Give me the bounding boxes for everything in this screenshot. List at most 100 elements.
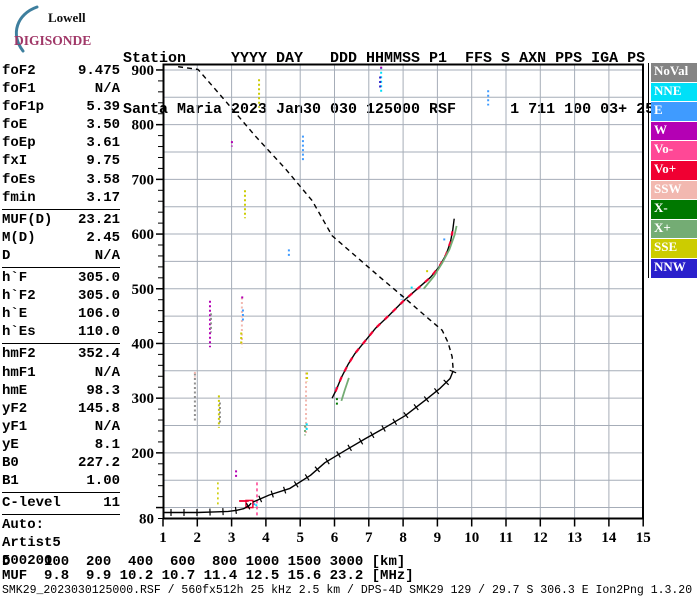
y-tick-label: 400 xyxy=(132,336,155,352)
header-block: Station YYYY DAY DDD HHMMSS P1 FFS S AXN… xyxy=(123,16,654,135)
digisonde-logo: Lowell DIGISONDE xyxy=(14,5,91,53)
scaled-parameters-panel: foF2 9.475 foF1 N/A foF1p 5.39 foE 3.50 foEp 3.61… xyxy=(2,61,120,573)
param-section: Auto: Artist5 500200 xyxy=(2,514,120,572)
doppler-legend: NoVal NNE E W Vo- Vo+ SSW X- X+ SSE NNW xyxy=(651,63,697,279)
param-row: D N/A xyxy=(2,247,120,265)
param-label: hmF2 xyxy=(2,346,36,363)
y-tick-label: 300 xyxy=(132,391,155,407)
param-label: yE xyxy=(2,436,19,453)
x-tick-label: 15 xyxy=(636,530,651,546)
param-row: foEs 3.58 xyxy=(2,171,120,189)
muf-row: MUF 9.8 9.9 10.2 10.7 11.4 12.5 15.6 23.… xyxy=(2,568,414,584)
profile-tick xyxy=(347,444,352,452)
param-row: hmE 98.3 xyxy=(2,382,120,400)
legend-item: Vo- xyxy=(651,141,697,160)
param-row: Artist5 xyxy=(2,534,120,552)
profile-tick xyxy=(369,431,375,439)
param-row: h`Es 110.0 xyxy=(2,323,120,341)
param-label: fmin xyxy=(2,189,36,206)
param-label: h`E xyxy=(2,306,28,323)
profile-tick xyxy=(293,481,299,488)
x-tick-label: 11 xyxy=(499,530,513,546)
param-value: 3.17 xyxy=(86,189,120,206)
param-label: h`F2 xyxy=(2,288,36,305)
param-label: yF1 xyxy=(2,418,28,435)
param-value: 305.0 xyxy=(77,288,120,305)
legend-item: SSE xyxy=(651,239,697,258)
param-value: 98.3 xyxy=(86,382,120,399)
param-row: hmF1 N/A xyxy=(2,364,120,382)
param-value: 1.00 xyxy=(86,473,120,490)
param-label: C-level xyxy=(2,495,61,512)
param-row: Auto: xyxy=(2,516,120,534)
param-value: 352.4 xyxy=(77,346,120,363)
header-line-1: Station YYYY DAY DDD HHMMSS P1 FFS S AXN… xyxy=(123,50,646,67)
profile-tick xyxy=(304,474,310,481)
param-value: 145.8 xyxy=(77,400,120,417)
param-row: h`F 305.0 xyxy=(2,269,120,287)
legend-item: NNW xyxy=(651,258,697,278)
param-label: Auto: xyxy=(2,517,45,534)
legend-item: X- xyxy=(651,200,697,219)
legend-item: X+ xyxy=(651,219,697,239)
y-tick-label: 600 xyxy=(132,227,155,243)
param-value: 8.1 xyxy=(94,436,120,453)
param-row: h`F2 305.0 xyxy=(2,287,120,305)
x-tick-label: 10 xyxy=(464,530,479,546)
param-section: foF2 9.475 foF1 N/A foF1p 5.39 foE 3.50 foEp 3.61… xyxy=(2,61,120,209)
param-row: C-level 11 xyxy=(2,494,120,512)
param-label: 500200 xyxy=(2,553,53,570)
param-label: foEp xyxy=(2,135,36,152)
param-row: hmF2 352.4 xyxy=(2,345,120,363)
x-tick-label: 1 xyxy=(159,530,167,546)
param-label: foF1 xyxy=(2,81,36,98)
legend-item: NNE xyxy=(651,82,697,102)
param-value: 305.0 xyxy=(77,270,120,287)
param-label: fxI xyxy=(2,153,28,170)
param-label: foEs xyxy=(2,171,36,188)
profile-tick xyxy=(325,457,330,465)
param-value: 2.45 xyxy=(86,229,120,246)
profile-tick xyxy=(381,425,386,432)
series-X-mode-echo-low xyxy=(340,377,350,402)
param-label: hmF1 xyxy=(2,364,36,381)
param-label: h`Es xyxy=(2,324,36,341)
param-row: yF1 N/A xyxy=(2,418,120,436)
x-tick-label: 5 xyxy=(296,530,304,546)
logo-top-text: Lowell xyxy=(48,10,86,25)
param-section: C-level 11 xyxy=(2,492,120,514)
legend-item: W xyxy=(651,121,697,141)
series-topside-profile xyxy=(178,66,454,370)
param-label: hmE xyxy=(2,382,28,399)
param-label: foF1p xyxy=(2,99,45,116)
param-value: 9.75 xyxy=(86,153,120,170)
profile-tick xyxy=(258,495,263,503)
param-label: h`F xyxy=(2,270,28,287)
y-tick-label: 800 xyxy=(132,118,155,134)
x-tick-label: 3 xyxy=(228,530,236,546)
x-tick-label: 2 xyxy=(194,530,202,546)
param-label: MUF(D) xyxy=(2,211,53,228)
y-bottom-label: 80 xyxy=(139,512,154,528)
series-F-bottomside-profile xyxy=(252,370,454,503)
param-value: N/A xyxy=(94,364,120,381)
param-row: foE 3.50 xyxy=(2,116,120,134)
profile-tick xyxy=(449,369,457,374)
x-tick-label: 6 xyxy=(331,530,339,546)
param-value: 3.61 xyxy=(86,135,120,152)
profile-tick xyxy=(283,486,287,494)
profile-tick xyxy=(433,388,440,395)
param-value: 23.21 xyxy=(77,211,120,228)
param-value: N/A xyxy=(94,418,120,435)
profile-tick xyxy=(336,451,341,458)
param-label: foE xyxy=(2,117,28,134)
param-row: foEp 3.61 xyxy=(2,134,120,152)
param-section: h`F 305.0 h`F2 305.0 h`E 106.0 h`Es 110.0 xyxy=(2,267,120,343)
y-tick-label: 700 xyxy=(132,172,155,188)
legend-item: NoVal xyxy=(651,63,697,82)
param-value: 11 xyxy=(103,495,120,512)
param-row: fxI 9.75 xyxy=(2,152,120,170)
profile-tick xyxy=(245,502,251,510)
x-tick-label: 9 xyxy=(434,530,442,546)
profile-tick xyxy=(443,379,450,386)
